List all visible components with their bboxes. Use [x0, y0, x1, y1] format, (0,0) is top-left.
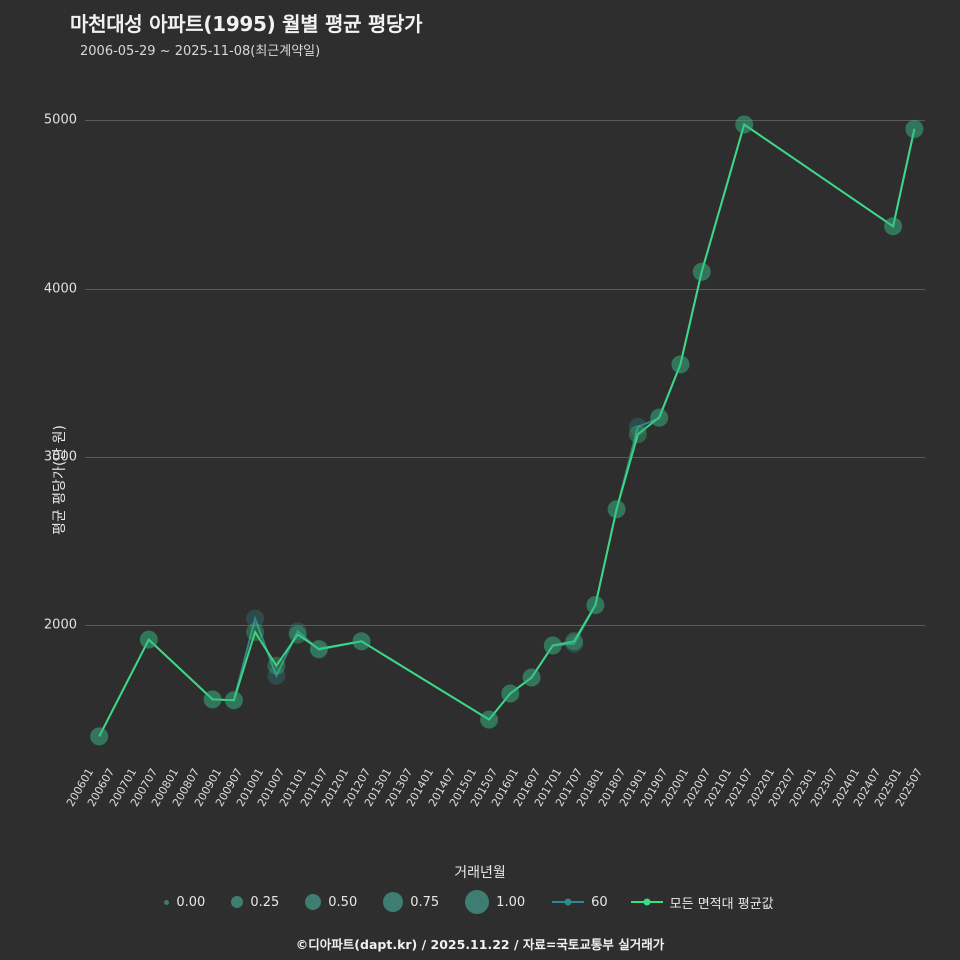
page-subtitle: 2006-05-29 ~ 2025-11-08(최근계약일): [80, 44, 321, 59]
gridline: [85, 288, 925, 290]
legend-series-item[interactable]: 모든 면적대 평균값: [630, 893, 774, 912]
legend-series-swatch: [630, 898, 663, 906]
data-point[interactable]: [522, 668, 541, 687]
data-point[interactable]: [884, 217, 903, 236]
data-point[interactable]: [586, 596, 605, 615]
legend-size-item: 0.75: [383, 892, 439, 912]
data-point[interactable]: [288, 622, 307, 641]
legend-size-dot: [305, 894, 322, 910]
data-point[interactable]: [692, 262, 711, 281]
data-point[interactable]: [480, 710, 499, 729]
data-point[interactable]: [607, 500, 626, 519]
data-point[interactable]: [309, 640, 328, 659]
data-point[interactable]: [352, 632, 371, 651]
data-point[interactable]: [90, 727, 109, 746]
legend-series-swatch: [552, 898, 585, 906]
data-point[interactable]: [90, 727, 109, 746]
data-point[interactable]: [586, 596, 605, 615]
chart-series-layer: [90, 115, 924, 746]
legend-series-label: 모든 면적대 평균값: [669, 896, 774, 912]
gridline: [85, 457, 925, 458]
series-line: [98, 122, 916, 737]
data-point[interactable]: [543, 636, 562, 655]
data-point[interactable]: [480, 710, 499, 729]
data-point[interactable]: [607, 500, 626, 519]
data-point[interactable]: [139, 630, 158, 649]
data-point[interactable]: [671, 355, 690, 374]
data-point[interactable]: [735, 115, 754, 134]
data-point[interactable]: [288, 625, 307, 644]
data-point[interactable]: [139, 630, 158, 649]
legend-series-item[interactable]: 60: [551, 895, 608, 910]
data-point[interactable]: [565, 634, 584, 653]
data-point[interactable]: [224, 691, 243, 710]
data-point[interactable]: [650, 408, 669, 427]
footer-credit: ©디아파트(dapt.kr) / 2025.11.22 / 자료=국토교통부 실…: [295, 937, 665, 952]
y-axis-label: 평균 평당가(만 원): [51, 425, 68, 535]
y-tick-label: 4000: [43, 281, 77, 297]
data-point[interactable]: [735, 115, 754, 134]
legend-size-dot: [231, 896, 244, 908]
y-tick-label: 3000: [43, 449, 77, 465]
legend-size-item: 1.00: [465, 890, 525, 914]
data-point[interactable]: [692, 262, 711, 281]
chart-legend: 0.00 0.25 0.50 0.75 1.00 60 모든 면적대 평균값: [0, 890, 960, 914]
chart-plot-area: 2000 3000 4000 5000 200601 200607 200701 20070…: [44, 95, 926, 809]
legend-size-label: 0.25: [250, 894, 280, 910]
data-point[interactable]: [628, 425, 647, 444]
legend-size-dot: [383, 892, 404, 912]
data-point[interactable]: [352, 632, 371, 651]
data-point[interactable]: [203, 690, 222, 709]
data-point[interactable]: [522, 668, 541, 687]
data-point[interactable]: [905, 120, 924, 139]
data-point[interactable]: [203, 690, 222, 709]
legend-size-item: 0.00: [164, 895, 205, 910]
legend-size-item: 0.25: [231, 895, 279, 910]
data-point[interactable]: [905, 119, 924, 138]
data-point[interactable]: [224, 691, 243, 710]
legend-size-dot: [465, 890, 490, 914]
legend-size-label: 0.75: [410, 894, 440, 910]
series-line: [98, 122, 916, 737]
data-point[interactable]: [884, 217, 903, 236]
legend-size-label: 1.00: [496, 894, 526, 910]
x-axis-label: 거래년월: [454, 865, 506, 881]
y-tick-label: 2000: [43, 617, 77, 633]
legend-series-label: 60: [591, 894, 608, 910]
data-point[interactable]: [267, 656, 286, 675]
gridline: [85, 120, 925, 122]
y-tick-label: 5000: [43, 112, 77, 128]
legend-size-item: 0.50: [305, 894, 357, 910]
legend-size-label: 0.00: [176, 894, 206, 910]
data-point[interactable]: [628, 417, 647, 436]
data-point[interactable]: [501, 684, 520, 703]
legend-size-label: 0.50: [328, 894, 358, 910]
data-point[interactable]: [543, 636, 562, 655]
data-point[interactable]: [309, 639, 328, 658]
data-point[interactable]: [246, 623, 265, 642]
page-title: 마천대성 아파트(1995) 월별 평균 평당가: [70, 12, 423, 36]
data-point[interactable]: [671, 355, 690, 374]
data-point[interactable]: [267, 666, 286, 685]
legend-size-dot: [164, 899, 170, 905]
data-point[interactable]: [501, 684, 520, 703]
data-point[interactable]: [246, 609, 265, 628]
data-point[interactable]: [565, 632, 584, 651]
gridline: [85, 625, 925, 627]
data-point[interactable]: [650, 409, 669, 428]
